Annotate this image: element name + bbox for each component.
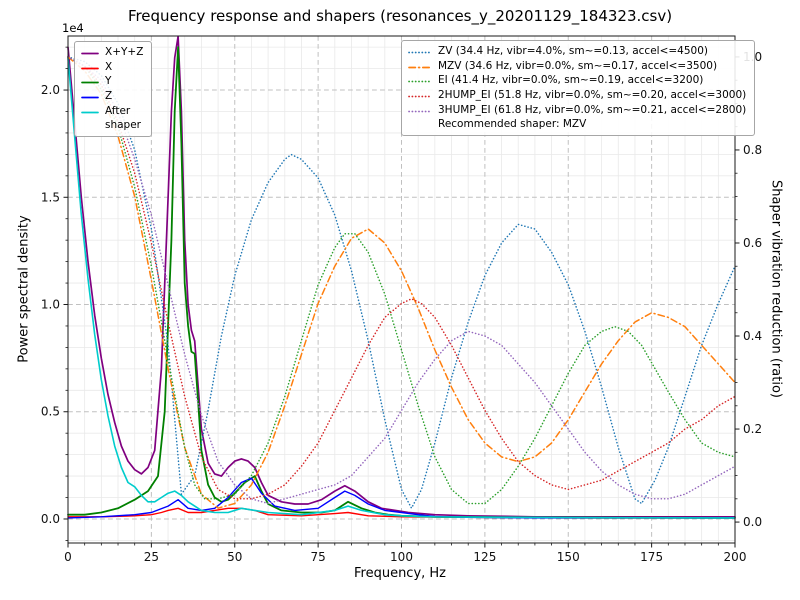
legend-item-label: X bbox=[105, 60, 113, 73]
legend-line-sample bbox=[81, 52, 99, 55]
legend-item: 2HUMP_EI (51.8 Hz, vibr=0.0%, sm~=0.20, … bbox=[408, 88, 746, 103]
svg-text:0: 0 bbox=[64, 550, 72, 564]
legend-item: Z bbox=[81, 89, 143, 104]
svg-text:50: 50 bbox=[227, 550, 242, 564]
legend-item-label: X+Y+Z bbox=[105, 46, 144, 58]
svg-text:75: 75 bbox=[310, 550, 325, 564]
legend-line-sample bbox=[408, 81, 432, 83]
legend-line-sample bbox=[408, 110, 432, 113]
legend-item: X+Y+Z bbox=[81, 45, 143, 60]
svg-text:0.2: 0.2 bbox=[743, 422, 762, 436]
y-axis-label-left: Power spectral density bbox=[16, 215, 32, 363]
legend-item: EI (41.4 Hz, vibr=0.0%, sm~=0.19, accel<… bbox=[408, 73, 746, 88]
legend-left: X+Y+Z X Y Z After shaper bbox=[74, 41, 153, 138]
legend-line-sample bbox=[81, 96, 99, 99]
svg-text:200: 200 bbox=[724, 550, 747, 564]
legend-item: After shaper bbox=[81, 104, 143, 133]
legend-line-sample bbox=[408, 51, 432, 54]
series-z bbox=[67, 477, 736, 519]
legend-item-label: After shaper bbox=[105, 104, 142, 132]
legend-item: ZV (34.4 Hz, vibr=4.0%, sm~=0.13, accel<… bbox=[408, 44, 746, 59]
svg-text:100: 100 bbox=[390, 550, 413, 564]
svg-text:1.5: 1.5 bbox=[41, 190, 60, 204]
legend-item: Y bbox=[81, 74, 143, 89]
svg-text:0.8: 0.8 bbox=[743, 143, 762, 157]
legend-item-label: Y bbox=[105, 75, 112, 88]
series-zv bbox=[67, 56, 736, 509]
series-after-shaper bbox=[67, 57, 736, 519]
legend-item-label: Z bbox=[105, 90, 113, 103]
y-axis-label-right: Shaper vibration reduction (ratio) bbox=[768, 180, 784, 398]
svg-text:0.4: 0.4 bbox=[743, 329, 762, 343]
legend-line-sample bbox=[81, 82, 99, 84]
legend-item-label: MZV (34.6 Hz, vibr=0.0%, sm~=0.17, accel… bbox=[438, 59, 718, 72]
legend-item: 3HUMP_EI (61.8 Hz, vibr=0.0%, sm~=0.21, … bbox=[408, 103, 746, 118]
legend-item: MZV (34.6 Hz, vibr=0.0%, sm~=0.17, accel… bbox=[408, 59, 746, 74]
x-axis-label: Frequency, Hz bbox=[353, 566, 447, 581]
svg-text:0.0: 0.0 bbox=[743, 515, 762, 529]
svg-text:0.5: 0.5 bbox=[41, 405, 60, 419]
legend-item-label: 2HUMP_EI (51.8 Hz, vibr=0.0%, sm~=0.20, … bbox=[438, 89, 747, 102]
series-x bbox=[67, 507, 736, 519]
series-3hump-ei bbox=[67, 56, 736, 505]
svg-text:175: 175 bbox=[640, 550, 663, 564]
legend-item-label: EI (41.4 Hz, vibr=0.0%, sm~=0.19, accel<… bbox=[438, 74, 704, 87]
legend-item-label: 3HUMP_EI (61.8 Hz, vibr=0.0%, sm~=0.21, … bbox=[438, 103, 747, 116]
legend-note: Recommended shaper: MZV bbox=[438, 118, 587, 131]
series-ei bbox=[67, 56, 736, 505]
legend-line-sample bbox=[408, 95, 432, 98]
series-y bbox=[67, 46, 736, 519]
series-2hump-ei bbox=[67, 56, 736, 500]
svg-text:25: 25 bbox=[144, 550, 159, 564]
legend-line-sample bbox=[81, 111, 99, 114]
legend-item: X bbox=[81, 60, 143, 75]
svg-text:1.0: 1.0 bbox=[41, 298, 60, 312]
legend-item-label: ZV (34.4 Hz, vibr=4.0%, sm~=0.13, accel<… bbox=[438, 45, 708, 57]
svg-text:2.0: 2.0 bbox=[41, 83, 60, 97]
chart-title: Frequency response and shapers (resonanc… bbox=[127, 7, 673, 25]
svg-text:125: 125 bbox=[473, 550, 496, 564]
series-x-y-z bbox=[67, 35, 736, 518]
axis-offset-label: 1e4 bbox=[62, 21, 84, 35]
svg-text:150: 150 bbox=[557, 550, 580, 564]
svg-text:0.6: 0.6 bbox=[743, 236, 762, 250]
legend-right: ZV (34.4 Hz, vibr=4.0%, sm~=0.13, accel<… bbox=[401, 40, 756, 137]
legend-line-sample bbox=[81, 67, 99, 70]
legend-line-sample bbox=[408, 66, 432, 69]
svg-text:0.0: 0.0 bbox=[41, 512, 60, 526]
